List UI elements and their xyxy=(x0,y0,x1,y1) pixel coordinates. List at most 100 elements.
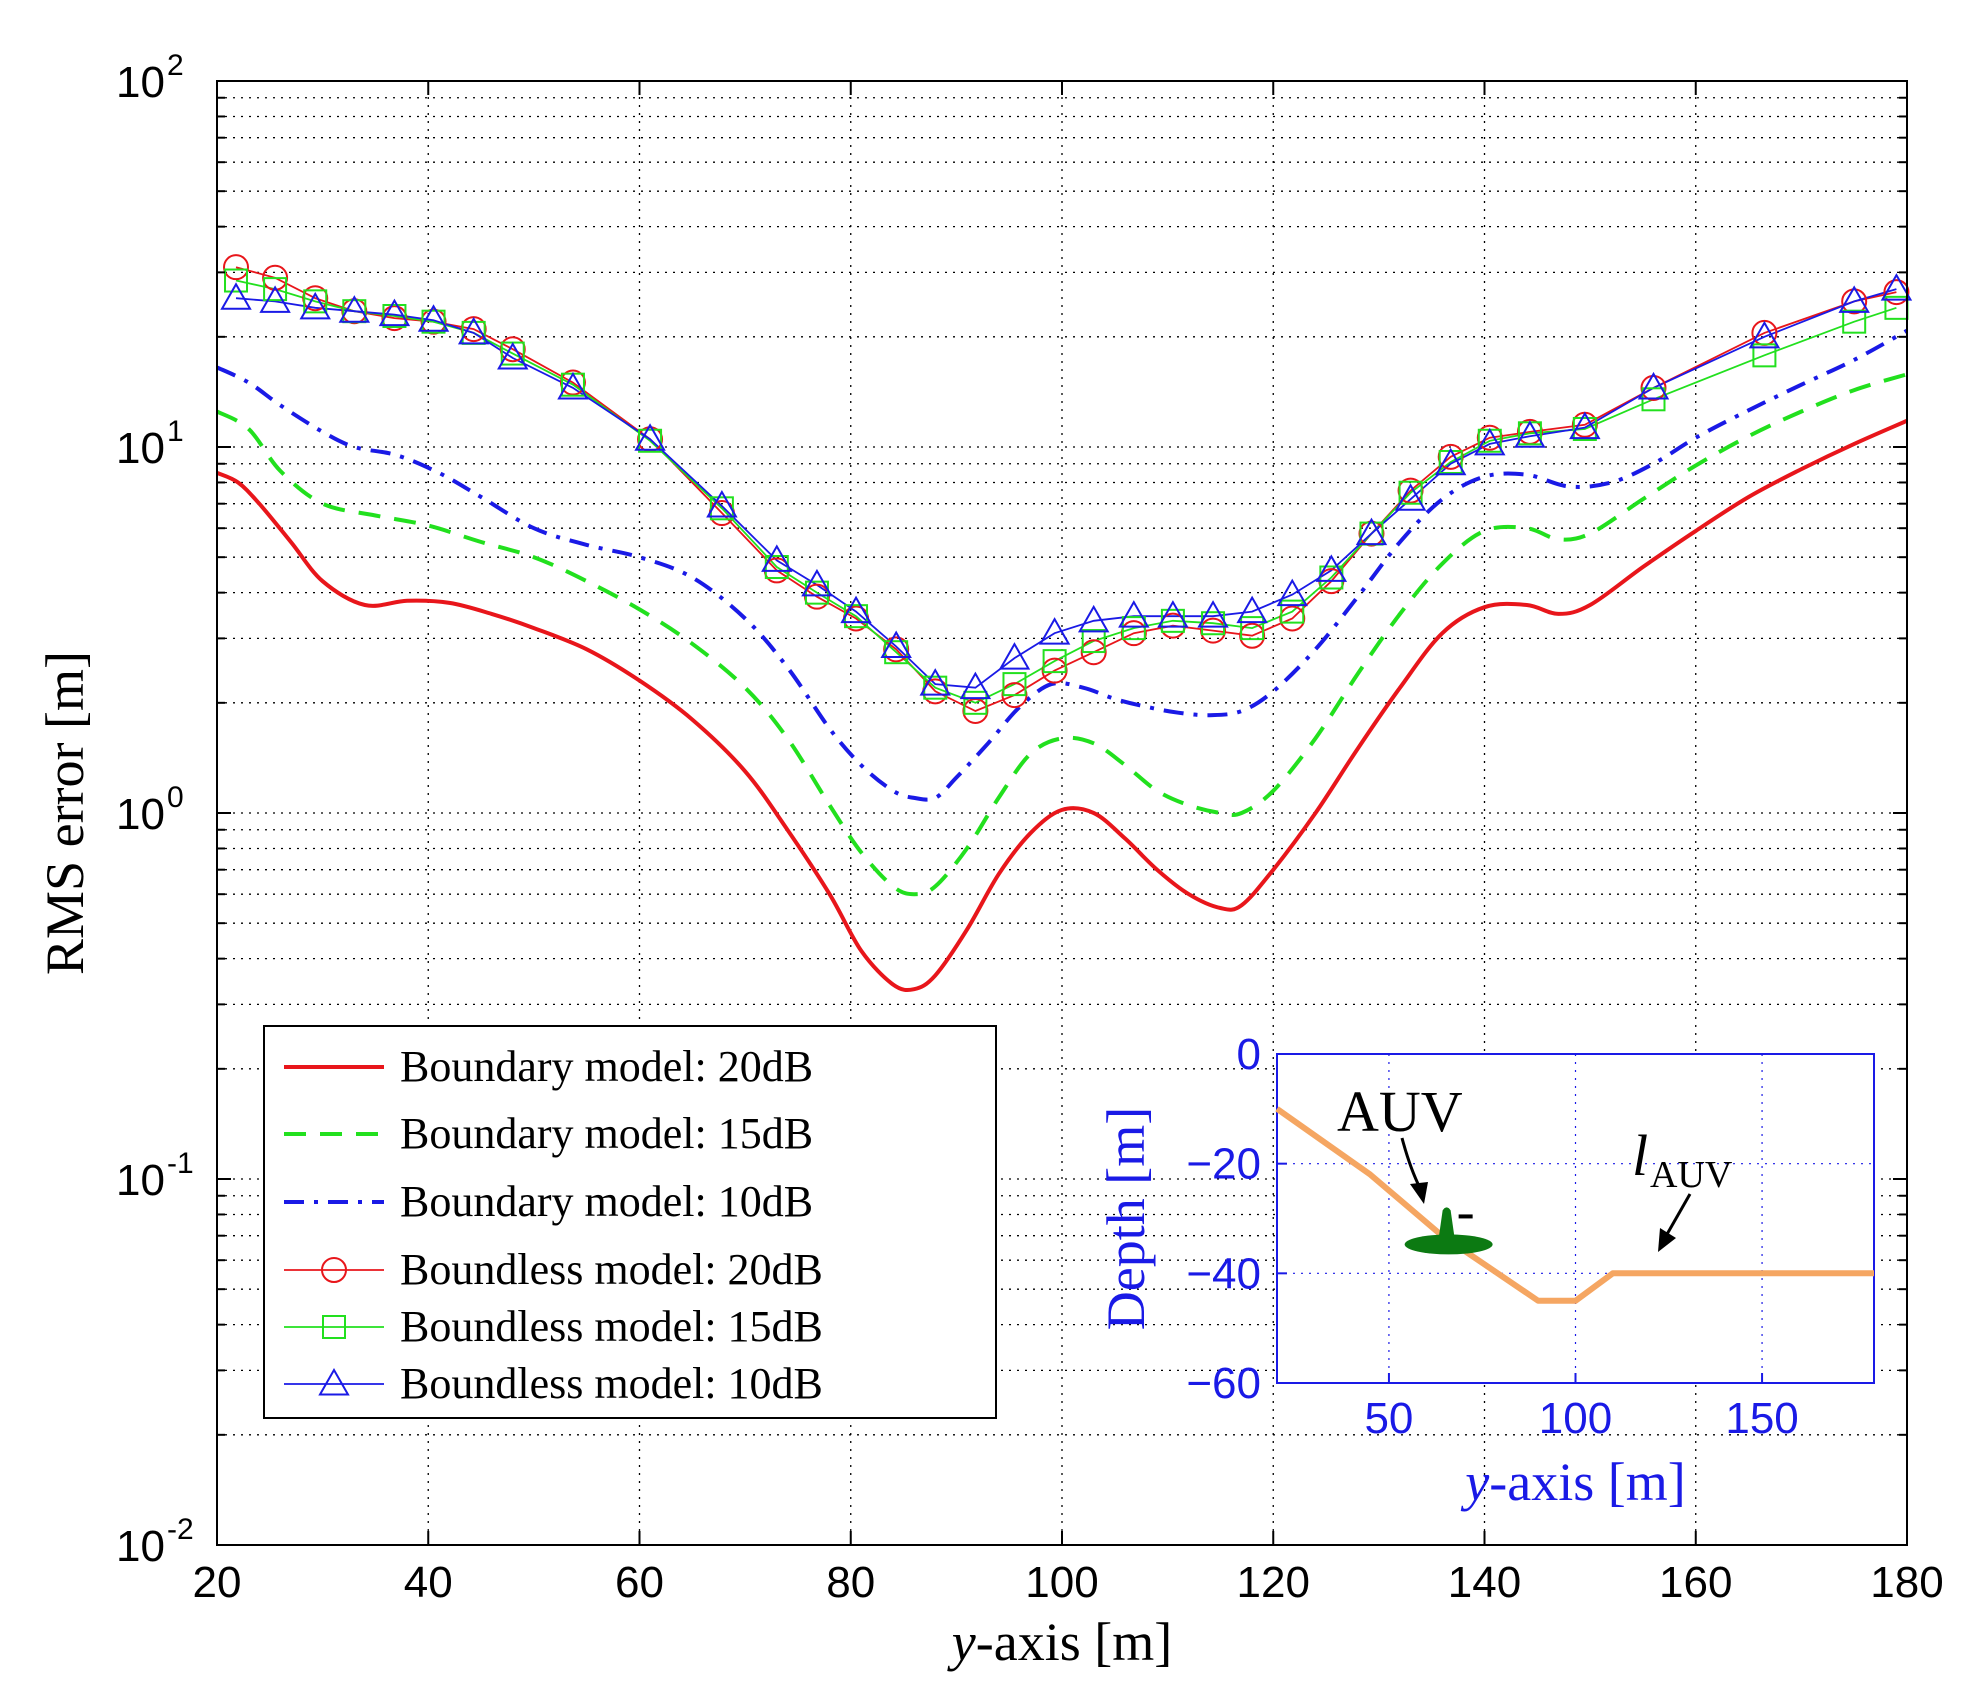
data-point-marker xyxy=(880,630,912,659)
data-point-marker xyxy=(1042,649,1067,674)
data-point-marker xyxy=(638,428,663,453)
data-point-marker xyxy=(1434,447,1467,476)
data-point-marker xyxy=(801,568,833,597)
data-point-marker xyxy=(1002,672,1027,697)
x-tick-label: 120 xyxy=(1237,1558,1310,1607)
data-point-marker xyxy=(382,303,407,328)
data-point-marker xyxy=(220,282,252,310)
legend-label: Boundary model: 10dB xyxy=(400,1177,813,1226)
legend-entry: Boundary model: 10dB xyxy=(284,1177,813,1226)
data-point-marker xyxy=(1280,599,1305,624)
series-6-markers xyxy=(220,273,1913,700)
data-point-marker xyxy=(1880,273,1913,301)
y-tick-label: 10 xyxy=(116,790,165,839)
data-point-marker xyxy=(1398,480,1423,505)
data-point-marker xyxy=(761,544,793,572)
data-point-marker xyxy=(1121,616,1146,641)
series-3 xyxy=(216,328,1908,802)
x-tick-label: 60 xyxy=(615,1558,664,1607)
inset-frame xyxy=(1276,1053,1875,1384)
data-point-marker xyxy=(223,254,250,281)
data-point-marker xyxy=(706,489,738,518)
data-point-marker xyxy=(259,285,291,313)
annotation-path-arrowhead xyxy=(1658,1228,1676,1252)
auv-fin xyxy=(1458,1214,1473,1219)
x-tick-label: 40 xyxy=(404,1558,453,1607)
annotation-path-arrow xyxy=(1664,1193,1692,1237)
data-point-marker xyxy=(224,268,249,293)
data-point-marker xyxy=(959,671,992,700)
legend-label: Boundary model: 15dB xyxy=(400,1109,813,1158)
annotation-path-subscript: AUV xyxy=(1650,1154,1733,1196)
inset-y-tick-label: −60 xyxy=(1186,1359,1261,1408)
data-point-marker xyxy=(1081,629,1106,654)
inset-x-tick-label: 100 xyxy=(1539,1394,1612,1443)
x-tick-label: 80 xyxy=(826,1558,875,1607)
data-point-marker xyxy=(338,295,371,323)
series-line xyxy=(216,328,1908,802)
legend-entry: Boundless model: 10dB xyxy=(284,1359,823,1408)
legend-swatch-marker xyxy=(321,1257,347,1283)
x-tick-label: 180 xyxy=(1870,1558,1943,1607)
inset-x-tick-label: 50 xyxy=(1364,1394,1413,1443)
y-tick-label-exponent: 1 xyxy=(167,415,184,448)
series-line xyxy=(216,418,1908,993)
annotation-auv: AUV xyxy=(1337,1079,1463,1144)
data-point-marker xyxy=(709,496,734,521)
annotation-auv-arrowhead xyxy=(1410,1182,1428,1204)
series-4 xyxy=(235,266,1897,712)
y-tick-label-exponent: -2 xyxy=(167,1513,194,1546)
legend-entry: Boundary model: 15dB xyxy=(284,1109,813,1158)
data-point-marker xyxy=(804,580,829,605)
data-point-marker xyxy=(1514,420,1546,448)
data-point-marker xyxy=(1157,600,1189,628)
data-point-marker xyxy=(1838,285,1870,313)
data-point-marker xyxy=(1572,416,1597,441)
data-point-marker xyxy=(998,642,1031,670)
y-tick-label-exponent: -1 xyxy=(167,1147,194,1180)
data-point-marker xyxy=(1355,517,1388,546)
inset-x-tick-label: 150 xyxy=(1725,1394,1798,1443)
y-tick-label: 10 xyxy=(116,58,165,107)
data-point-marker xyxy=(1569,411,1601,440)
inset-y-tick-label: −40 xyxy=(1186,1249,1261,1298)
data-point-marker xyxy=(634,423,666,451)
auv-sail xyxy=(1438,1207,1455,1239)
y-tick-label: 10 xyxy=(116,1156,165,1205)
data-point-marker xyxy=(299,291,331,320)
annotation-path-label: l xyxy=(1632,1123,1648,1188)
series-line xyxy=(216,372,1908,897)
legend-swatch-marker xyxy=(318,1367,350,1396)
data-point-marker xyxy=(1197,600,1229,628)
data-point-marker xyxy=(1315,554,1348,582)
y-axis-title: RMS error [m] xyxy=(35,651,95,975)
legend-entry: Boundary model: 20dB xyxy=(284,1042,813,1091)
data-point-marker xyxy=(963,690,988,715)
inset-y-tick-label: 0 xyxy=(1237,1030,1261,1079)
data-point-marker xyxy=(263,277,288,302)
x-axis-title: y-axis [m] xyxy=(947,1612,1172,1672)
inset-y-axis-title: Depth [m] xyxy=(1096,1107,1156,1330)
series-1 xyxy=(216,418,1908,993)
inset-y-tick-label: −20 xyxy=(1186,1140,1261,1189)
data-point-marker xyxy=(919,668,951,696)
data-point-marker xyxy=(378,298,411,327)
legend-label: Boundless model: 10dB xyxy=(400,1359,823,1408)
data-point-marker xyxy=(1038,617,1071,645)
legend-label: Boundary model: 20dB xyxy=(400,1042,813,1091)
data-point-marker xyxy=(1077,604,1110,633)
auv-hull xyxy=(1404,1234,1493,1255)
legend-label: Boundless model: 20dB xyxy=(400,1245,823,1294)
data-point-marker xyxy=(1842,309,1867,334)
data-point-marker xyxy=(840,595,872,624)
x-tick-label: 160 xyxy=(1659,1558,1732,1607)
legend-entry: Boundless model: 20dB xyxy=(284,1245,823,1294)
y-tick-label-exponent: 2 xyxy=(167,49,184,82)
x-tick-label: 100 xyxy=(1025,1558,1098,1607)
y-tick-label: 10 xyxy=(116,1522,165,1571)
data-point-marker xyxy=(421,309,446,334)
legend-box xyxy=(263,1025,997,1419)
data-point-marker xyxy=(497,342,529,370)
